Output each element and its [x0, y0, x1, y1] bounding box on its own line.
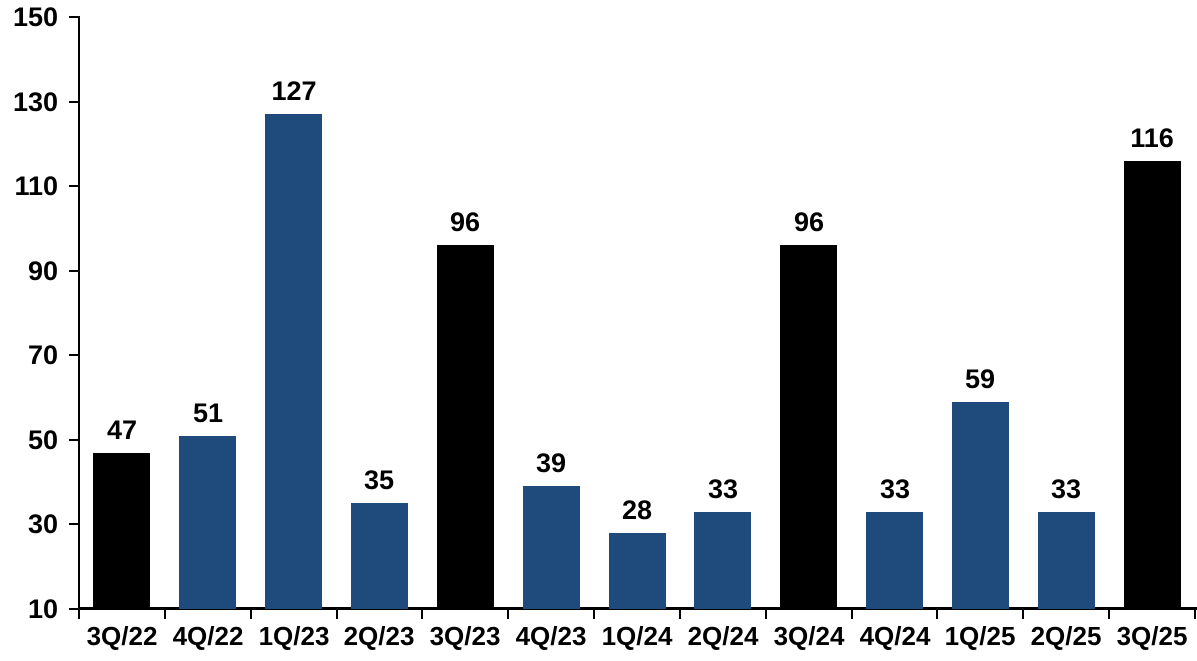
- y-axis-tick-mark: [69, 101, 79, 103]
- x-axis-category-label: 3Q/22: [86, 621, 158, 651]
- bar: [179, 436, 236, 609]
- y-axis-tick-label: 50: [27, 425, 58, 455]
- x-axis-category-label: 1Q/24: [601, 621, 673, 651]
- y-axis-tick-label: 150: [12, 2, 58, 32]
- y-axis-tick-mark: [69, 270, 79, 272]
- y-axis-tick-label: 10: [27, 594, 58, 624]
- x-axis-tick-mark: [1194, 609, 1196, 619]
- bar-value-label: 33: [879, 474, 911, 504]
- y-axis-tick-mark: [69, 608, 79, 610]
- y-axis-tick-label: 30: [27, 509, 58, 539]
- x-axis-tick-mark: [1108, 609, 1110, 619]
- bar-value-label: 35: [363, 465, 395, 495]
- x-axis-tick-mark: [593, 609, 595, 619]
- bar-value-label: 127: [271, 76, 317, 106]
- x-axis-tick-mark: [507, 609, 509, 619]
- x-axis-tick-mark: [336, 609, 338, 619]
- x-axis-category-label: 4Q/23: [515, 621, 587, 651]
- x-axis-category-label: 3Q/25: [1116, 621, 1188, 651]
- x-axis-tick-mark: [936, 609, 938, 619]
- y-axis-tick-mark: [69, 185, 79, 187]
- x-axis-tick-mark: [679, 609, 681, 619]
- x-axis-category-label: 1Q/25: [944, 621, 1016, 651]
- y-axis-line: [78, 16, 80, 619]
- x-axis-tick-mark: [421, 609, 423, 619]
- bar-value-label: 96: [793, 207, 825, 237]
- x-axis-tick-mark: [250, 609, 252, 619]
- x-axis-category-label: 3Q/23: [429, 621, 501, 651]
- bar-value-label: 33: [1050, 474, 1082, 504]
- x-axis-category-label: 3Q/24: [773, 621, 845, 651]
- y-axis-tick-mark: [69, 354, 79, 356]
- bar: [437, 245, 494, 609]
- x-axis-category-label: 2Q/24: [687, 621, 759, 651]
- bar: [523, 486, 580, 609]
- bar: [1038, 512, 1095, 609]
- x-axis-category-label: 4Q/24: [859, 621, 931, 651]
- y-axis-tick-label: 130: [12, 87, 58, 117]
- bar: [866, 512, 923, 609]
- y-axis-tick-label: 70: [27, 340, 58, 370]
- x-axis-category-label: 2Q/25: [1030, 621, 1102, 651]
- x-axis-tick-mark: [164, 609, 166, 619]
- y-axis-tick-mark: [69, 439, 79, 441]
- bar-value-label: 96: [449, 207, 481, 237]
- x-axis-category-label: 2Q/23: [343, 621, 415, 651]
- x-axis-tick-mark: [1022, 609, 1024, 619]
- bar: [952, 402, 1009, 609]
- y-axis-tick-label: 110: [14, 171, 58, 201]
- bar-value-label: 47: [106, 415, 138, 445]
- bar: [265, 114, 322, 609]
- x-axis-category-label: 1Q/23: [258, 621, 330, 651]
- bar: [351, 503, 408, 609]
- x-axis-tick-mark: [851, 609, 853, 619]
- x-axis-tick-mark: [765, 609, 767, 619]
- bar-value-label: 28: [621, 495, 653, 525]
- y-axis-tick-mark: [69, 16, 79, 18]
- bar-value-label: 59: [964, 364, 996, 394]
- y-axis-tick-mark: [69, 523, 79, 525]
- y-axis-tick-label: 90: [27, 256, 58, 286]
- bar: [609, 533, 666, 609]
- bar: [93, 453, 150, 609]
- x-axis-category-label: 4Q/22: [172, 621, 244, 651]
- bar-value-label: 116: [1130, 123, 1174, 153]
- bar: [780, 245, 837, 609]
- bar: [1124, 161, 1181, 609]
- bar-value-label: 51: [192, 398, 224, 428]
- bar-value-label: 33: [707, 474, 739, 504]
- bar: [694, 512, 751, 609]
- bar-value-label: 39: [535, 448, 567, 478]
